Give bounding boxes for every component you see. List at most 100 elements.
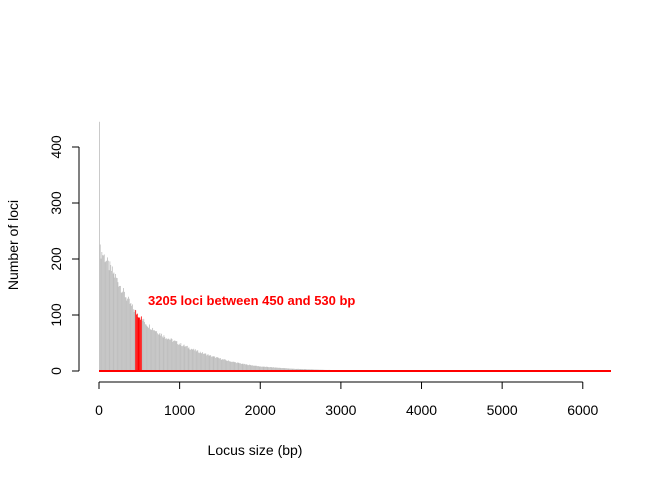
histogram-bar <box>173 340 175 371</box>
histogram-bar <box>115 277 117 371</box>
histogram-bar <box>217 357 219 371</box>
histogram-bar <box>186 345 188 371</box>
histogram-bar <box>110 264 112 371</box>
x-axis: 0 1000 2000 3000 4000 5000 6000 <box>95 381 599 418</box>
histogram-bar <box>146 326 148 371</box>
x-tick-label: 3000 <box>325 402 356 418</box>
histogram-bar <box>185 346 187 371</box>
histogram-bar <box>209 355 211 371</box>
histogram-bar <box>295 368 297 371</box>
histogram-bar <box>223 359 225 371</box>
histogram-bar <box>141 319 143 371</box>
histogram-bar <box>161 333 162 371</box>
histogram-bar <box>230 361 232 371</box>
histogram-bar <box>159 333 161 371</box>
histogram-bar <box>290 368 292 371</box>
histogram-bar <box>103 254 105 371</box>
histogram-bar <box>155 331 157 371</box>
histogram-bar <box>107 257 108 371</box>
histogram-bar <box>183 344 185 371</box>
histogram-bar <box>127 298 129 371</box>
histogram-bar <box>219 358 220 371</box>
histogram-bar <box>223 359 224 371</box>
histogram-bar <box>190 349 191 371</box>
histogram-bar <box>216 357 218 371</box>
histogram-bar <box>234 362 236 371</box>
histogram-bar <box>196 350 198 371</box>
histogram-bar <box>237 362 239 371</box>
histogram-bar <box>192 349 194 371</box>
histogram-bar <box>215 358 216 371</box>
histogram-bar <box>167 338 169 371</box>
highlight-bar <box>140 319 141 371</box>
highlight-annotation: 3205 loci between 450 and 530 bp <box>148 293 355 308</box>
histogram-bar <box>267 367 269 371</box>
histogram-bar <box>289 368 291 371</box>
histogram-bars <box>99 121 557 372</box>
histogram-bar <box>278 367 279 371</box>
histogram-bar <box>188 347 190 371</box>
highlight-bar <box>135 310 137 371</box>
histogram-bar <box>144 324 146 371</box>
histogram-bar <box>206 355 208 371</box>
histogram-bar <box>201 353 203 371</box>
histogram-bar <box>219 358 221 371</box>
histogram-bar <box>152 327 154 371</box>
histogram-bar <box>270 367 272 371</box>
histogram-bar <box>175 341 177 371</box>
histogram-bar <box>116 278 118 371</box>
histogram-bar <box>244 363 245 371</box>
histogram-bar <box>149 329 151 371</box>
histogram-bar <box>182 345 184 371</box>
histogram-bar <box>107 260 109 371</box>
histogram-bar <box>191 349 193 371</box>
histogram-bar <box>111 266 113 371</box>
histogram-bar <box>125 297 127 371</box>
histogram-bar <box>251 365 253 371</box>
histogram-bar <box>272 367 274 371</box>
histogram-bar <box>282 367 284 371</box>
histogram-bar <box>204 353 206 371</box>
histogram-bar <box>245 364 247 371</box>
histogram-bar <box>274 367 276 371</box>
histogram-bar <box>151 330 153 371</box>
y-tick-label: 100 <box>48 303 64 327</box>
histogram-bar <box>179 344 181 371</box>
histogram-bar <box>168 338 170 371</box>
histogram-bar <box>281 368 283 371</box>
histogram-bar <box>269 367 270 371</box>
histogram-bar <box>207 354 209 371</box>
x-tick-label: 4000 <box>406 402 437 418</box>
histogram-bar <box>218 358 220 371</box>
histogram-bar <box>154 330 156 371</box>
histogram-bar <box>211 356 213 371</box>
histogram-bar <box>124 297 126 371</box>
histogram-bar <box>226 360 228 371</box>
histogram-bar <box>231 361 233 371</box>
histogram-bar <box>108 270 110 371</box>
histogram-bar <box>173 340 174 371</box>
histogram-bar <box>121 292 123 371</box>
x-tick-label: 0 <box>95 402 103 418</box>
histogram-bar <box>240 363 241 371</box>
histogram-bar <box>194 349 196 371</box>
histogram-bar <box>112 273 114 371</box>
histogram-bar <box>200 352 202 371</box>
histogram-bar <box>187 348 189 371</box>
histogram-bar <box>171 339 173 371</box>
y-tick-label: 200 <box>48 247 64 271</box>
histogram-bar <box>161 336 163 371</box>
histogram-bar <box>170 338 172 371</box>
histogram-bar <box>253 365 254 371</box>
histogram-bar <box>118 286 120 371</box>
histogram-bar <box>280 367 282 371</box>
histogram-bar <box>275 367 277 371</box>
histogram-bar <box>290 368 291 371</box>
histogram-bar <box>260 366 262 371</box>
histogram-bar <box>282 368 283 371</box>
histogram-bar <box>132 304 133 371</box>
histogram-bar <box>181 346 183 371</box>
histogram-bar <box>128 298 130 371</box>
histogram-bar <box>103 255 104 371</box>
highlight-bar <box>136 313 138 371</box>
